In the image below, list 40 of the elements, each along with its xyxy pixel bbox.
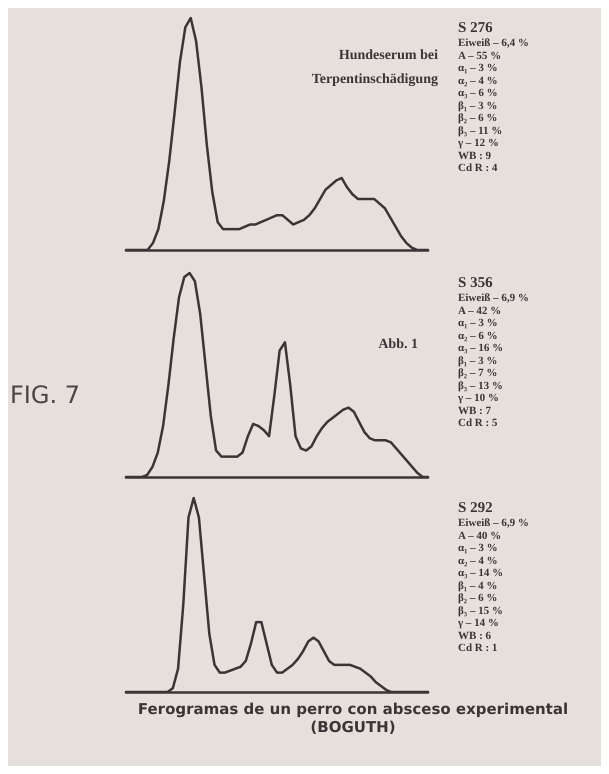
text: Cd R : 5: [458, 417, 498, 430]
text: β₂ – 6 %: [458, 592, 498, 604]
text: γ – 10 %: [458, 392, 500, 404]
text: α₂ – 4 %: [458, 74, 499, 87]
text: Cd R : 1: [458, 642, 498, 654]
text: Abb. 1: [377, 336, 418, 354]
text: α₁ – 3 %: [458, 542, 499, 554]
text: γ – 14 %: [458, 617, 500, 630]
text: β₃ – 11 %: [458, 124, 504, 137]
text: α₁ – 3 %: [458, 317, 499, 330]
text: Eiweiß – 6,4 %: [458, 37, 530, 50]
text: α₃ – 6 %: [458, 87, 499, 100]
text: A – 40 %: [458, 530, 502, 542]
text: Cd R : 4: [458, 162, 498, 174]
text: S 292: [458, 500, 494, 517]
text: α₃ – 16 %: [458, 342, 504, 354]
text: WB : 7: [458, 404, 492, 417]
text: S 276: [458, 20, 494, 37]
text: WB : 6: [458, 630, 492, 642]
text: WB : 9: [458, 150, 492, 162]
text: α₃ – 14 %: [458, 567, 504, 580]
text: β₁ – 3 %: [458, 354, 498, 367]
text: S 356: [458, 275, 494, 292]
text: β₂ – 7 %: [458, 367, 498, 380]
text: Eiweiß – 6,9 %: [458, 292, 530, 304]
text: β₃ – 15 %: [458, 604, 504, 617]
text: β₁ – 3 %: [458, 100, 498, 112]
y-axis-title: FIG. 7: [10, 381, 80, 409]
text: Hundeserum bei Terpentinschädigung: [310, 47, 438, 89]
text: α₂ – 4 %: [458, 554, 499, 567]
text: Eiweiß – 6,9 %: [458, 517, 530, 530]
text: γ – 12 %: [458, 137, 500, 150]
text: α₁ – 3 %: [458, 62, 499, 74]
text: β₃ – 13 %: [458, 380, 504, 392]
x-axis-title: Ferogramas de un perro con absceso experimental (BOGUTH): [136, 700, 570, 736]
text: A – 42 %: [458, 304, 502, 317]
text: β₂ – 6 %: [458, 112, 498, 124]
text: β₁ – 4 %: [458, 580, 498, 592]
text: α₂ – 6 %: [458, 330, 499, 342]
text: A – 55 %: [458, 50, 502, 62]
